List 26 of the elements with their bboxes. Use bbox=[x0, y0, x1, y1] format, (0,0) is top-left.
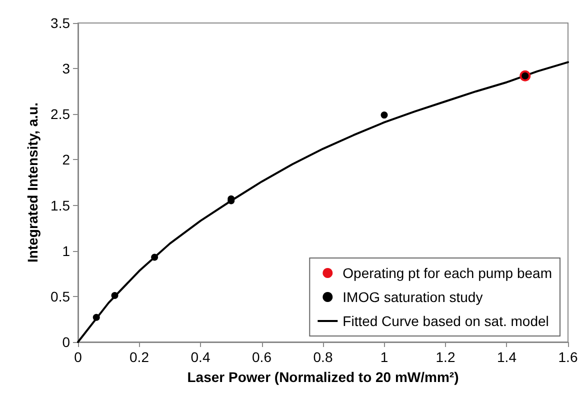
x-tick-label: 0 bbox=[74, 349, 82, 365]
x-tick-label: 1.2 bbox=[436, 349, 456, 365]
x-tick-label: 1 bbox=[380, 349, 388, 365]
x-tick-label: 1.4 bbox=[497, 349, 517, 365]
legend-label: Fitted Curve based on sat. model bbox=[342, 313, 549, 329]
y-tick-label: 0.5 bbox=[50, 288, 70, 304]
point bbox=[151, 254, 158, 261]
point bbox=[380, 112, 388, 119]
x-tick-label: 0.8 bbox=[313, 349, 333, 365]
point bbox=[92, 314, 100, 321]
legend-label: Operating pt for each pump beam bbox=[342, 265, 552, 281]
y-axis-title: Integrated Intensity, a.u. bbox=[24, 102, 41, 262]
y-tick-label: 3.5 bbox=[50, 15, 70, 31]
y-tick-label: 1.5 bbox=[50, 197, 70, 214]
y-tick-label: 0 bbox=[62, 334, 70, 350]
y-tick-label: 3 bbox=[62, 60, 70, 77]
x-tick-label: 0.4 bbox=[190, 349, 210, 365]
x-tick-label: 1.6 bbox=[558, 349, 578, 365]
legend-label: IMOG saturation study bbox=[342, 289, 483, 305]
x-tick-label: 0.6 bbox=[252, 349, 272, 365]
y-tick-label: 2.5 bbox=[50, 106, 70, 122]
x-tick-label: 0.2 bbox=[130, 349, 150, 365]
y-tick-label: 2 bbox=[62, 152, 70, 168]
y-tick-label: 1 bbox=[62, 242, 70, 259]
x-axis-title: Laser Power (Normalized to 20 mW/mm²) bbox=[187, 369, 459, 385]
point bbox=[111, 292, 118, 300]
